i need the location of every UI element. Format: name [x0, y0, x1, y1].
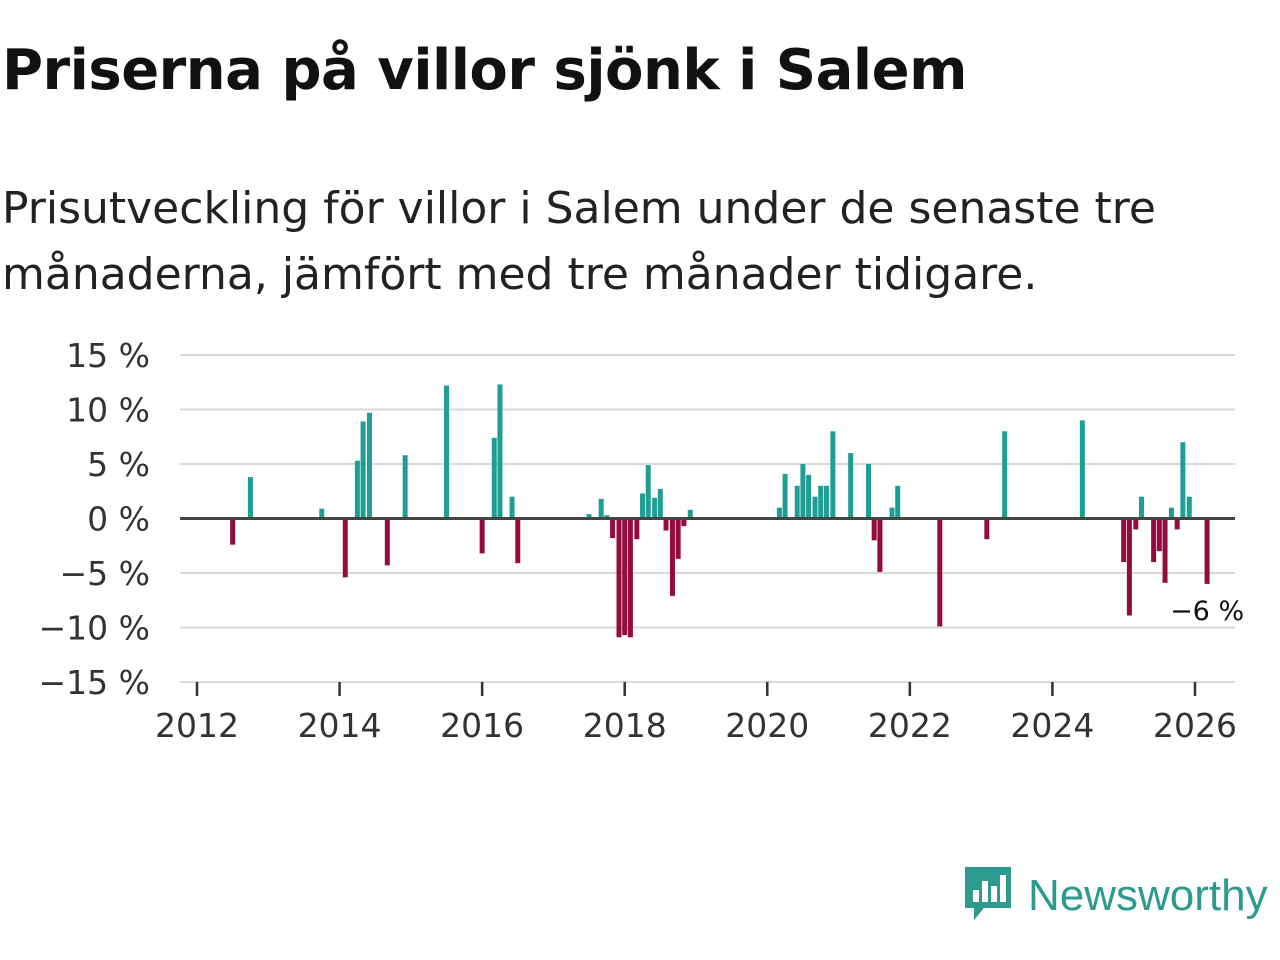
bar-positive — [367, 412, 373, 519]
bar-negative — [675, 518, 681, 559]
bar-positive — [360, 421, 366, 519]
bar-positive — [657, 489, 663, 519]
chart-axes: 15 % 10 % 5 % 0 % −5 % −10 % −15 %2012 2014 2016… — [39, 336, 1237, 745]
bar-positive — [354, 460, 360, 519]
bar-negative — [610, 518, 616, 539]
bar-positive — [491, 437, 497, 519]
bar-negative — [877, 518, 883, 572]
bar-negative — [1162, 518, 1168, 583]
bar-positive — [818, 485, 824, 519]
bar-positive — [509, 496, 515, 519]
bar-positive — [812, 496, 818, 519]
newsworthy-logo-icon — [962, 864, 1014, 928]
bar-positive — [652, 497, 658, 519]
x-tick-label: 2012 — [155, 706, 239, 745]
bar-negative — [1151, 518, 1157, 563]
bar-positive — [895, 485, 901, 519]
x-tick-label: 2018 — [583, 706, 667, 745]
chart-bars — [230, 384, 1210, 638]
bar-negative — [634, 518, 640, 540]
y-tick-label: −10 % — [39, 609, 151, 648]
bar-negative — [1204, 518, 1210, 584]
last-value-annotation: −6 % — [1170, 596, 1244, 627]
bar-positive — [645, 465, 651, 519]
bar-positive — [1180, 442, 1186, 519]
x-tick-label: 2016 — [440, 706, 524, 745]
bar-positive — [402, 455, 408, 519]
bar-negative — [1133, 518, 1139, 530]
bar-negative — [622, 518, 628, 636]
bar-negative — [627, 518, 633, 638]
bar-negative — [669, 518, 675, 596]
y-tick-label: −15 % — [39, 663, 151, 702]
bar-positive — [794, 485, 800, 519]
bar-negative — [230, 518, 236, 545]
bar-negative — [384, 518, 390, 566]
bar-positive — [830, 431, 836, 519]
bar-positive — [1139, 496, 1145, 519]
bar-positive — [865, 464, 871, 519]
x-tick-label: 2022 — [868, 706, 952, 745]
bar-positive — [1186, 496, 1192, 519]
bar-positive — [640, 493, 646, 519]
bar-negative — [663, 518, 669, 531]
bar-chart: 15 % 10 % 5 % 0 % −5 % −10 % −15 %2012 2014 2016… — [39, 336, 1245, 745]
bar-positive — [1168, 507, 1174, 519]
bar-positive — [848, 453, 854, 519]
bar-positive — [604, 515, 610, 519]
x-tick-label: 2024 — [1010, 706, 1094, 745]
bar-positive — [889, 507, 895, 519]
bar-negative — [1174, 518, 1180, 530]
bar-negative — [1156, 518, 1162, 552]
bar-positive — [776, 507, 782, 519]
bar-positive — [247, 477, 253, 519]
newsworthy-logo: Newsworthy — [962, 864, 1268, 928]
bar-negative — [871, 518, 877, 541]
bar-negative — [681, 518, 687, 527]
x-tick-label: 2020 — [725, 706, 809, 745]
bar-positive — [586, 514, 592, 519]
bar-positive — [782, 473, 788, 519]
bar-positive — [823, 485, 829, 519]
bar-negative — [342, 518, 348, 578]
y-tick-label: −5 % — [60, 554, 151, 593]
y-tick-label: 0 % — [87, 500, 150, 539]
bar-positive — [497, 384, 503, 519]
newsworthy-logo-text: Newsworthy — [1028, 871, 1268, 920]
bar-positive — [443, 385, 449, 519]
x-tick-label: 2014 — [298, 706, 382, 745]
y-tick-label: 5 % — [87, 445, 150, 484]
bar-positive — [319, 508, 325, 519]
bar-positive — [1002, 431, 1008, 519]
bar-negative — [479, 518, 485, 554]
bar-negative — [1121, 518, 1127, 563]
bar-positive — [800, 464, 806, 519]
bar-negative — [984, 518, 990, 540]
page-subtitle: Prisutveckling för villor i Salem under … — [2, 183, 1156, 300]
x-tick-label: 2026 — [1153, 706, 1237, 745]
bar-negative — [937, 518, 943, 627]
bar-positive — [1079, 420, 1085, 519]
bar-positive — [806, 474, 812, 519]
y-tick-label: 15 % — [66, 336, 150, 375]
bar-positive — [598, 498, 604, 519]
bar-positive — [687, 509, 693, 519]
page-title: Priserna på villor sjönk i Salem — [2, 38, 967, 103]
bar-negative — [515, 518, 521, 564]
bar-negative — [616, 518, 622, 638]
y-tick-label: 10 % — [66, 391, 150, 430]
chart-gridlines — [180, 354, 1235, 629]
bar-negative — [1126, 518, 1132, 616]
